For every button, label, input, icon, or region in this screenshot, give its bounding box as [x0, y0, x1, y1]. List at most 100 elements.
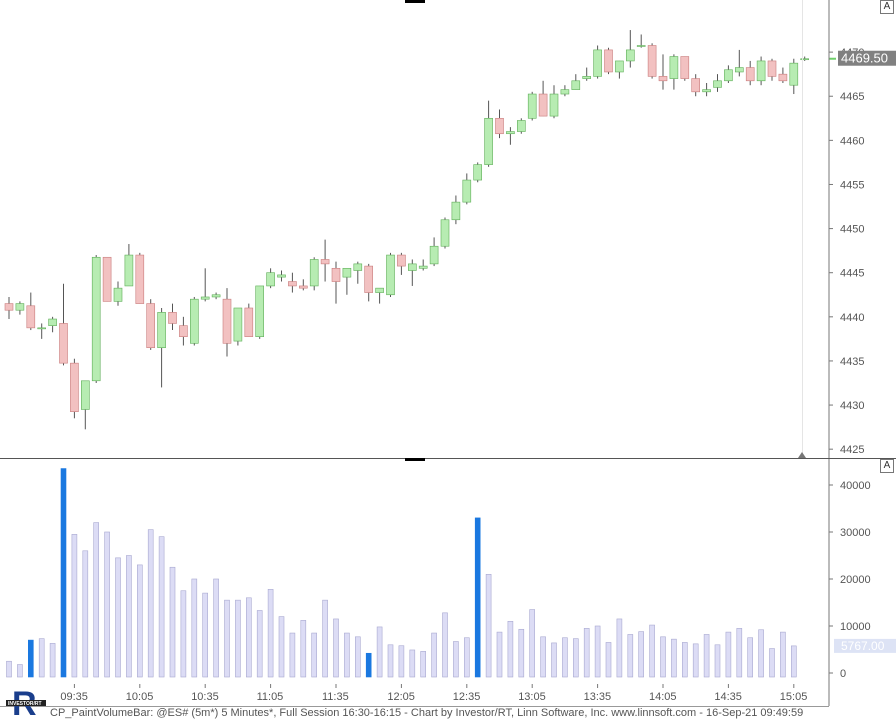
candle: [200, 268, 210, 302]
volume-bar: [572, 638, 579, 678]
candle: [789, 58, 799, 95]
volume-bar-highlight: [365, 652, 372, 678]
candle: [669, 54, 679, 90]
candle: [625, 30, 635, 68]
volume-bar: [354, 636, 361, 678]
candle: [658, 54, 668, 90]
volume-bar: [169, 566, 176, 678]
volume-bar: [616, 618, 623, 678]
candle-body: [625, 49, 635, 62]
volume-bar: [671, 638, 677, 678]
volume-bar: [191, 578, 198, 678]
candle: [244, 303, 254, 337]
candle-body: [734, 67, 744, 73]
divider-grip: [405, 458, 425, 461]
candle-body: [636, 45, 646, 47]
candle: [473, 162, 483, 183]
candle-body: [168, 312, 177, 324]
candle-body: [375, 287, 384, 293]
volume-y-tick-label: 30000: [840, 527, 871, 539]
candle-body: [15, 303, 25, 311]
candle-body: [440, 219, 450, 247]
volume-bar: [507, 620, 514, 678]
candle-body: [298, 285, 308, 289]
candle-body: [713, 80, 722, 88]
candle: [15, 301, 25, 315]
candle-body: [745, 67, 755, 82]
candle: [113, 281, 123, 306]
volume-bar: [692, 643, 699, 678]
candle-body: [342, 267, 352, 278]
volume-bar: [278, 616, 285, 678]
price-y-tick-label: 4440: [840, 312, 864, 324]
price-y-tick-label: 4445: [840, 268, 864, 280]
candle-body: [495, 117, 504, 135]
volume-bar: [17, 664, 23, 678]
volume-bar: [540, 636, 546, 678]
candle-body: [91, 256, 101, 382]
candle-body: [255, 285, 264, 337]
candle: [386, 252, 395, 297]
candle-body: [320, 259, 330, 265]
candle: [157, 308, 166, 388]
volume-bar: [344, 632, 350, 678]
volume-bar: [420, 651, 427, 678]
volume-bar: [649, 624, 655, 678]
candle-body: [211, 294, 221, 298]
candle-body: [484, 117, 493, 165]
candle-body: [451, 201, 461, 221]
candle-body: [190, 298, 199, 344]
price-pane: 4425443044354440444544504455446044654470…: [4, 30, 896, 456]
volume-bar: [409, 649, 416, 678]
volume-bar: [398, 645, 405, 678]
candle: [320, 239, 330, 282]
price-y-tick-label: 4460: [840, 135, 864, 147]
price-y-tick-label: 4425: [840, 444, 864, 456]
volume-bar: [790, 645, 797, 678]
candle-body: [538, 93, 548, 117]
candle-body: [37, 327, 47, 330]
price-pane-scale-button[interactable]: A: [880, 0, 894, 14]
volume-bar: [736, 628, 743, 678]
volume-bar: [115, 557, 121, 678]
candle-body: [135, 254, 145, 304]
volume-bar: [158, 536, 165, 678]
x-tick-label: 14:35: [714, 691, 742, 703]
candle-body: [102, 256, 112, 302]
volume-bar: [496, 631, 503, 678]
candle: [582, 67, 592, 81]
price-y-tick-label: 4430: [840, 400, 864, 412]
candle-body: [200, 296, 210, 300]
candle: [713, 74, 722, 92]
price-y-tick-label: 4435: [840, 356, 864, 368]
candle-body: [146, 303, 155, 349]
candle: [506, 127, 515, 145]
volume-bar: [551, 642, 557, 678]
candle: [70, 358, 79, 419]
volume-bar: [235, 599, 241, 678]
volume-bar: [137, 564, 143, 678]
candle-body: [767, 60, 777, 77]
candle-body: [516, 120, 526, 132]
volume-bar: [104, 531, 110, 678]
candle: [429, 237, 439, 267]
candle: [146, 299, 155, 350]
volume-bar: [725, 631, 732, 678]
volume-bar: [82, 550, 89, 678]
candle-body: [756, 60, 766, 82]
candle-body: [222, 298, 232, 344]
investor-rt-logo: R INVESTOR/RT: [6, 685, 46, 720]
candle: [724, 65, 733, 83]
volume-bar: [376, 626, 383, 678]
volume-pane-scale-button[interactable]: A: [880, 459, 894, 473]
candle: [288, 272, 297, 293]
candle-body: [789, 62, 799, 86]
candle: [440, 217, 450, 249]
candle: [691, 74, 701, 97]
candle: [767, 58, 777, 81]
candle-body: [604, 49, 613, 73]
candle: [298, 279, 308, 291]
candle: [26, 292, 36, 331]
volume-bar: [213, 578, 219, 678]
candle-body: [778, 73, 788, 82]
